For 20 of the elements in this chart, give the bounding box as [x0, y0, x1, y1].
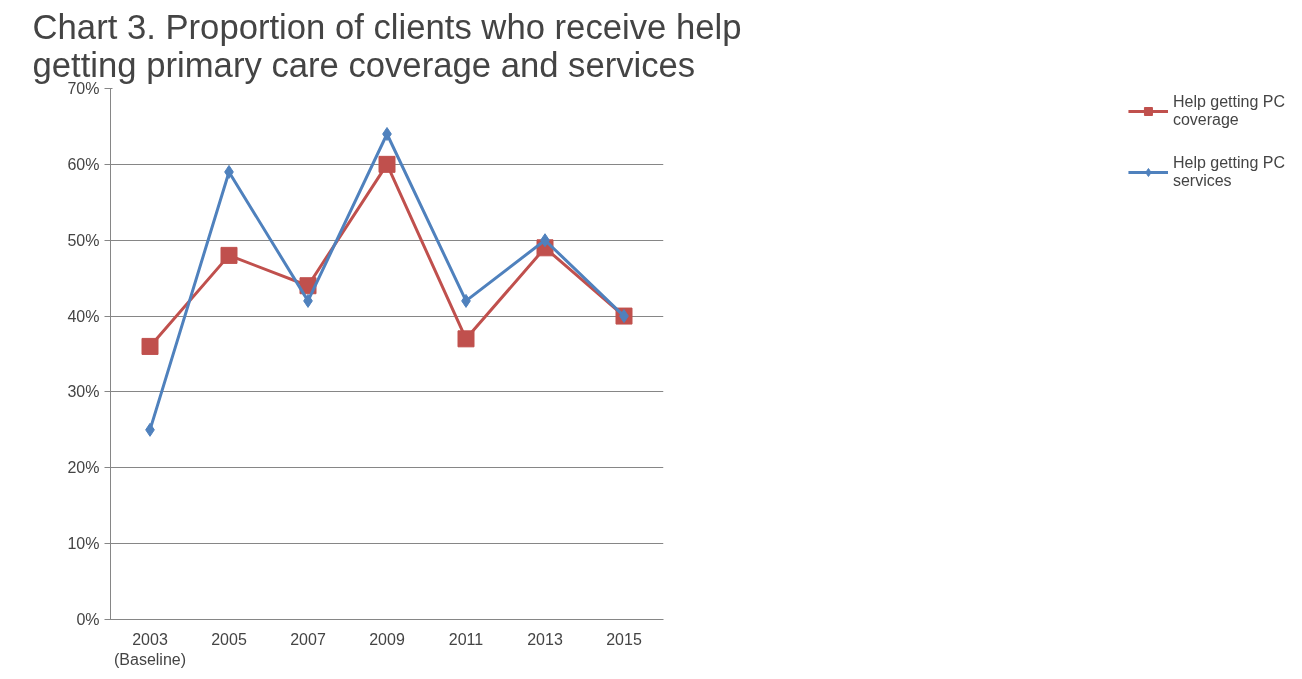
y-tick-label: 50% — [67, 231, 100, 249]
y-tick-label: 20% — [67, 459, 100, 477]
y-tick-label: 40% — [67, 307, 100, 325]
point — [141, 337, 159, 355]
y-tick-label: 60% — [67, 155, 100, 173]
x-tick-label: 2015 — [606, 630, 642, 648]
x-tick-label: 2005 — [211, 630, 247, 648]
x-tick-label: 2003 (Baseline) — [113, 630, 187, 668]
legend-label: Help getting PC coverage — [1172, 93, 1285, 129]
y-tick-label: 30% — [67, 383, 100, 401]
point — [220, 246, 238, 264]
y-tick-label: 0% — [76, 611, 100, 628]
legend-label: Help getting PC services — [1172, 154, 1285, 190]
x-tick-label: 2013 — [527, 630, 563, 648]
point — [378, 155, 396, 173]
x-tick-label: 2007 — [290, 630, 326, 648]
y-tick-label: 10% — [67, 535, 100, 553]
x-tick-label: 2009 — [369, 630, 405, 648]
x-tick-label: 2011 — [448, 630, 484, 648]
point — [457, 330, 475, 348]
